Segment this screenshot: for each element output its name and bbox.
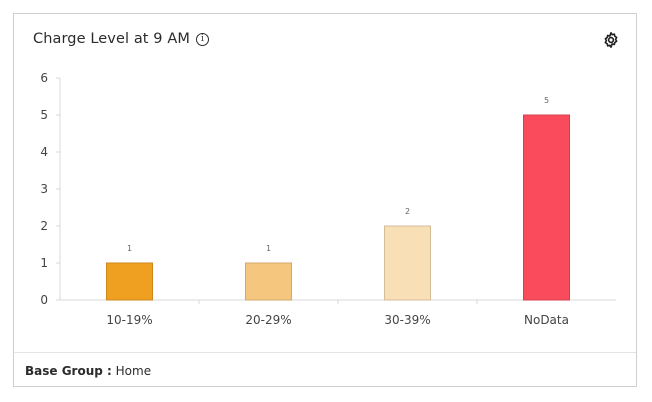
x-tick-label: 30-39%	[384, 313, 430, 327]
x-tick-label: NoData	[524, 313, 569, 327]
base-group-label: Base Group :	[25, 364, 112, 378]
y-tick-label: 1	[40, 256, 48, 270]
bar-data-label: 1	[266, 244, 271, 253]
gear-icon[interactable]	[602, 31, 620, 49]
bar	[245, 262, 292, 301]
y-tick-label: 2	[40, 219, 48, 233]
x-tick-label: 20-29%	[245, 313, 291, 327]
bar-chart: 0 1 2 3 4 5 6 1 10-19% 1 20-29% 2 30-39% 5 NoData	[40, 71, 616, 327]
footer-divider	[14, 352, 636, 353]
bar-data-label: 1	[127, 244, 132, 253]
bar	[523, 114, 570, 301]
y-tick-label: 4	[40, 145, 48, 159]
y-tick-label: 6	[40, 71, 48, 85]
y-tick-label: 5	[40, 108, 48, 122]
base-group-footer: Base Group : Home	[25, 364, 151, 378]
chart-title-text: Charge Level at 9 AM	[33, 31, 190, 47]
base-group-value: Home	[115, 364, 152, 378]
info-icon[interactable]: i	[195, 32, 209, 46]
y-tick-label: 0	[40, 293, 48, 307]
bar	[384, 225, 431, 301]
x-tick-label: 10-19%	[106, 313, 152, 327]
chart-title: Charge Level at 9 AM i	[33, 31, 209, 47]
bar-data-label: 2	[405, 207, 410, 216]
bar-data-label: 5	[544, 96, 549, 105]
y-tick-label: 3	[40, 182, 48, 196]
chart-card: Charge Level at 9 AM i 0 1 2 3 4 5 6 1 10-19% 1 20…	[13, 13, 637, 387]
bar	[106, 262, 153, 301]
